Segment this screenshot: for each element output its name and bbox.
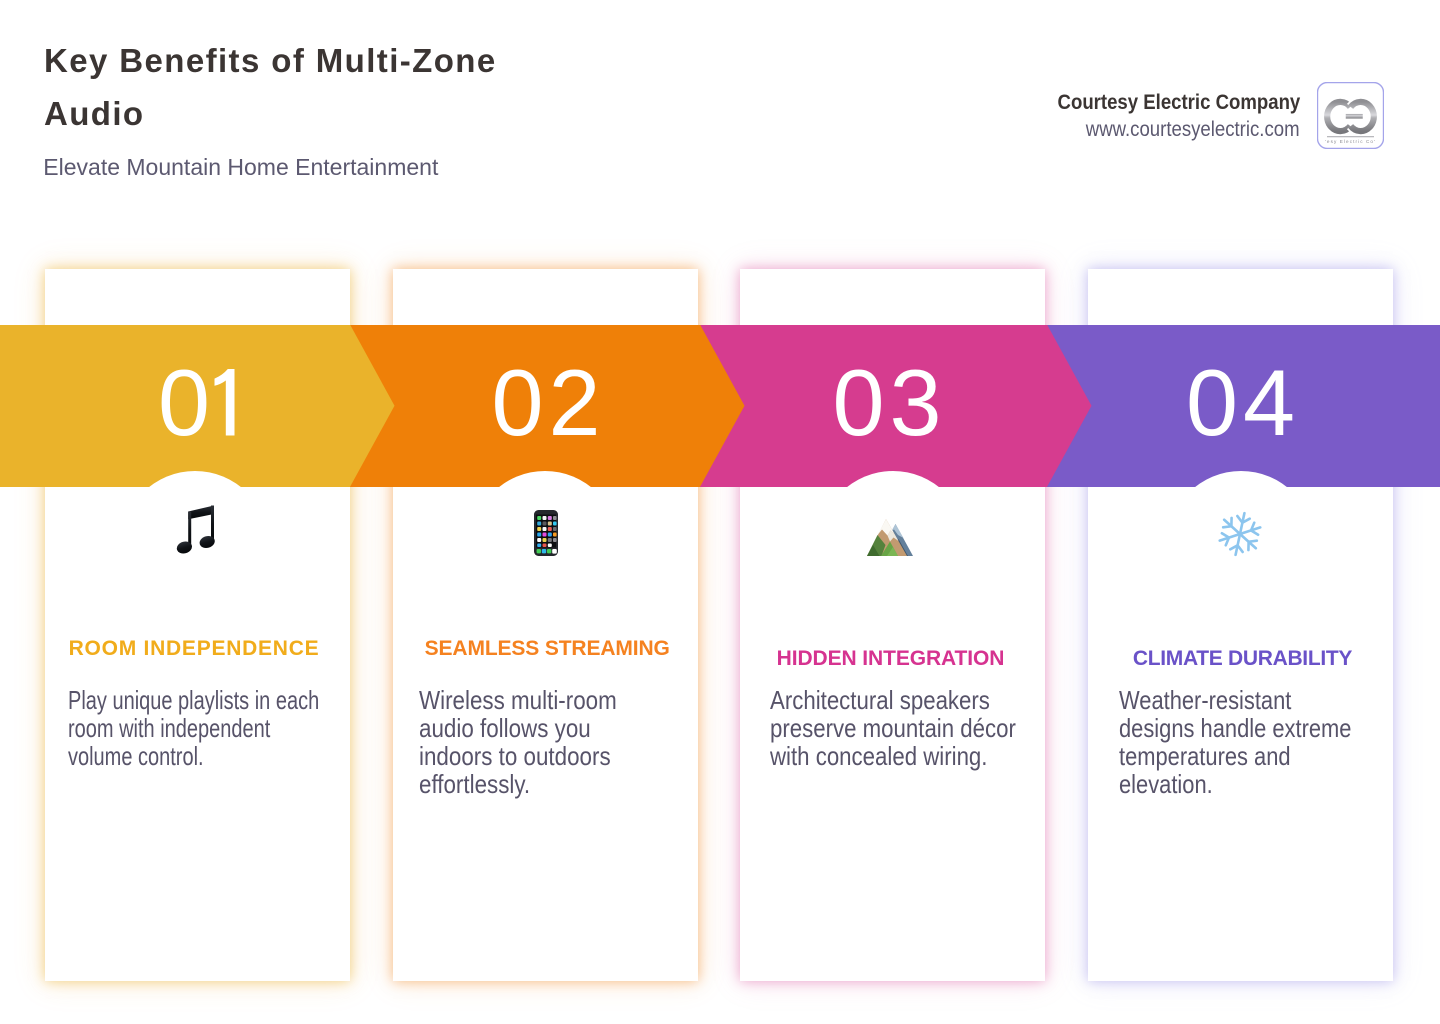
svg-text:'esy Electric Co': 'esy Electric Co' <box>1325 139 1376 144</box>
